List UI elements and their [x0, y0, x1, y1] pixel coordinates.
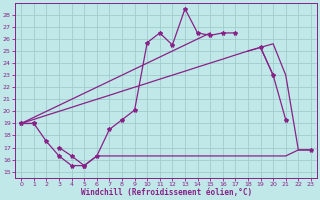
X-axis label: Windchill (Refroidissement éolien,°C): Windchill (Refroidissement éolien,°C)	[81, 188, 252, 197]
